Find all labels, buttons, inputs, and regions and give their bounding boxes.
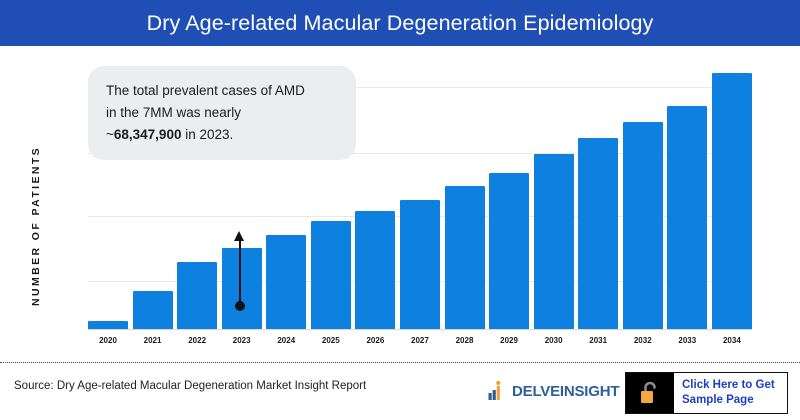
x-axis-tick-2030: 2030 bbox=[544, 336, 563, 345]
bar-slot bbox=[132, 60, 173, 329]
chart-area: NUMBER OF PATIENTS 2020 2021 2022 2023 2024 2… bbox=[0, 46, 800, 356]
x-axis-tick-2021: 2021 bbox=[143, 336, 162, 345]
footer-divider bbox=[0, 362, 800, 363]
x-axis-tick-2028: 2028 bbox=[455, 336, 474, 345]
delveinsight-logo: DELVEINSIGHT bbox=[487, 378, 620, 404]
bar-slot bbox=[489, 60, 530, 329]
bar-2032[interactable] bbox=[622, 121, 663, 329]
bar-2027[interactable] bbox=[399, 199, 440, 329]
logo-wordmark: DELVEINSIGHT bbox=[512, 382, 620, 400]
logo-text-nsight: NSIGHT bbox=[563, 382, 620, 400]
x-axis-tick-2027: 2027 bbox=[411, 336, 429, 345]
callout-year: in 2023. bbox=[181, 127, 234, 142]
bar-slot bbox=[221, 60, 262, 329]
bar-2025[interactable] bbox=[310, 221, 351, 329]
header-banner: Dry Age-related Macular Degeneration Epi… bbox=[0, 0, 800, 46]
x-axis-tick-2031: 2031 bbox=[589, 336, 608, 345]
bar-2024[interactable] bbox=[266, 234, 307, 329]
bar-2030[interactable] bbox=[533, 154, 574, 329]
sample-page-cta-button[interactable]: Click Here to Get Sample Page bbox=[625, 372, 788, 414]
bar-slot bbox=[622, 60, 663, 329]
gridline bbox=[88, 87, 752, 88]
bar-2021[interactable] bbox=[132, 291, 173, 329]
x-axis-tick-2022: 2022 bbox=[188, 336, 207, 345]
x-axis-tick-2025: 2025 bbox=[321, 336, 340, 345]
bar-slot bbox=[177, 60, 218, 329]
callout-line-1: The total prevalent cases of AMD bbox=[106, 83, 305, 98]
open-padlock-icon bbox=[641, 381, 656, 403]
bar-2033[interactable] bbox=[667, 105, 708, 329]
callout-value: 68,347,900 bbox=[113, 127, 182, 142]
arrow-dot bbox=[235, 301, 245, 311]
bar-2034[interactable] bbox=[711, 73, 752, 329]
bar-2029[interactable] bbox=[489, 172, 530, 329]
bar-series bbox=[88, 60, 752, 329]
bar-slot bbox=[444, 60, 485, 329]
bar-slot bbox=[266, 60, 307, 329]
x-axis-tick-2026: 2026 bbox=[366, 336, 385, 345]
page-title: Dry Age-related Macular Degeneration Epi… bbox=[146, 10, 654, 35]
source-note: Source: Dry Age-related Macular Degenera… bbox=[14, 380, 367, 392]
x-axis-tick-2023: 2023 bbox=[232, 336, 251, 345]
bar-slot bbox=[310, 60, 351, 329]
bar-2020[interactable] bbox=[88, 320, 128, 329]
bar-slot bbox=[88, 60, 128, 329]
x-axis-line bbox=[88, 329, 752, 330]
bar-slot bbox=[711, 60, 752, 329]
value-pointer-arrow-icon bbox=[232, 231, 248, 311]
bar-2031[interactable] bbox=[578, 138, 619, 329]
arrow-shaft bbox=[239, 239, 241, 305]
x-axis-tick-2034: 2034 bbox=[722, 336, 741, 345]
plot-region bbox=[88, 60, 752, 330]
arrow-head bbox=[234, 231, 245, 241]
callout-line-3: ~68,347,900 in 2023. bbox=[106, 124, 340, 146]
bar-slot bbox=[399, 60, 440, 329]
cta-line-1: Click Here to Get bbox=[682, 379, 775, 391]
bar-slot bbox=[667, 60, 708, 329]
x-axis-tick-2024: 2024 bbox=[277, 336, 296, 345]
callout-line-2: in the 7MM was nearly bbox=[106, 105, 242, 120]
logo-letter-i: I bbox=[559, 382, 564, 400]
bar-slot bbox=[355, 60, 396, 329]
callout-bubble: The total prevalent cases of AMD in the … bbox=[88, 66, 356, 160]
bar-2028[interactable] bbox=[444, 186, 485, 329]
cta-line-2: Sample Page bbox=[682, 394, 754, 406]
x-axis-tick-2020: 2020 bbox=[99, 336, 117, 345]
cta-label[interactable]: Click Here to Get Sample Page bbox=[674, 373, 787, 413]
callout-tilde: ~ bbox=[106, 127, 114, 142]
logo-text-elve: ELVE bbox=[522, 382, 560, 400]
logo-bars-icon bbox=[487, 379, 511, 403]
logo-letter-d: D bbox=[512, 382, 523, 400]
x-axis-tick-2033: 2033 bbox=[678, 336, 697, 345]
y-axis-label-text: NUMBER OF PATIENTS bbox=[30, 145, 42, 306]
bar-slot bbox=[533, 60, 574, 329]
x-axis-tick-2029: 2029 bbox=[500, 336, 518, 345]
bar-2022[interactable] bbox=[177, 261, 218, 329]
padlock-icon-container bbox=[626, 373, 674, 413]
gridline bbox=[88, 153, 752, 154]
bar-2026[interactable] bbox=[355, 210, 396, 329]
x-axis-tick-2032: 2032 bbox=[633, 336, 652, 345]
x-axis-labels: 2020 2021 2022 2023 2024 2025 2026 2027 2028 2029… bbox=[88, 336, 752, 345]
y-axis-label: NUMBER OF PATIENTS bbox=[30, 126, 42, 306]
bar-slot bbox=[578, 60, 619, 329]
bar-2023[interactable] bbox=[221, 248, 262, 329]
